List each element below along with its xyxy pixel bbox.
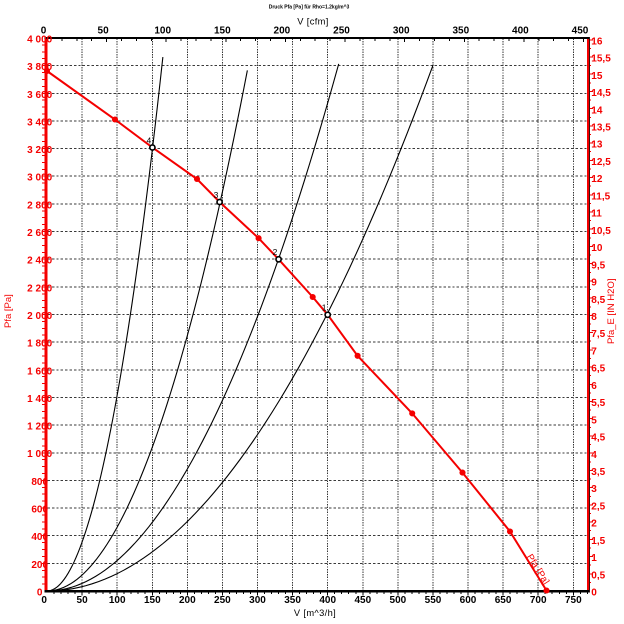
svg-text:400: 400 [31, 532, 48, 543]
svg-text:11: 11 [591, 209, 602, 220]
svg-text:7,5: 7,5 [591, 329, 605, 340]
svg-text:0: 0 [41, 26, 47, 37]
svg-text:400: 400 [319, 595, 336, 606]
svg-text:1: 1 [591, 553, 597, 564]
svg-text:100: 100 [109, 595, 126, 606]
svg-text:Pfa [Pa]: Pfa [Pa] [3, 294, 14, 328]
svg-text:0,5: 0,5 [591, 570, 605, 581]
svg-text:0: 0 [41, 595, 47, 606]
svg-text:V [cfm]: V [cfm] [297, 17, 328, 27]
svg-text:250: 250 [333, 26, 350, 37]
svg-text:3 400: 3 400 [27, 117, 52, 128]
svg-text:2 200: 2 200 [27, 283, 52, 294]
svg-text:12,5: 12,5 [591, 157, 611, 168]
svg-text:600: 600 [31, 505, 48, 516]
svg-text:1 600: 1 600 [27, 366, 52, 377]
svg-text:3 800: 3 800 [27, 62, 52, 73]
svg-text:600: 600 [460, 595, 477, 606]
svg-text:6: 6 [591, 381, 597, 392]
svg-text:7: 7 [591, 346, 597, 357]
svg-text:3 200: 3 200 [27, 145, 52, 156]
svg-text:300: 300 [393, 26, 410, 37]
svg-text:50: 50 [77, 595, 89, 606]
svg-text:15,5: 15,5 [591, 54, 611, 65]
svg-text:3: 3 [214, 190, 219, 200]
svg-text:1 800: 1 800 [27, 339, 52, 350]
svg-text:2,5: 2,5 [591, 502, 605, 513]
svg-text:50: 50 [98, 26, 110, 37]
svg-text:14: 14 [591, 105, 603, 116]
svg-text:3 000: 3 000 [27, 173, 52, 184]
svg-text:4,5: 4,5 [591, 433, 605, 444]
svg-text:2 000: 2 000 [27, 311, 52, 322]
svg-text:350: 350 [284, 595, 301, 606]
svg-text:14,5: 14,5 [591, 88, 611, 99]
svg-text:4: 4 [146, 135, 151, 145]
svg-text:1,5: 1,5 [591, 536, 605, 547]
svg-text:3 600: 3 600 [27, 90, 52, 101]
svg-text:6,5: 6,5 [591, 364, 605, 375]
svg-text:2 600: 2 600 [27, 228, 52, 239]
svg-text:16: 16 [591, 36, 603, 47]
svg-text:5: 5 [591, 415, 597, 426]
svg-text:400: 400 [512, 26, 529, 37]
svg-text:Pfa_E [IN H2O]: Pfa_E [IN H2O] [606, 279, 617, 344]
svg-text:300: 300 [249, 595, 266, 606]
svg-text:2: 2 [273, 247, 278, 257]
svg-text:150: 150 [144, 595, 161, 606]
svg-text:13: 13 [591, 140, 603, 151]
svg-text:500: 500 [390, 595, 407, 606]
svg-text:0: 0 [37, 588, 43, 599]
svg-text:9,5: 9,5 [591, 260, 605, 271]
svg-text:1: 1 [322, 303, 327, 313]
svg-text:11,5: 11,5 [591, 191, 610, 202]
svg-text:4: 4 [591, 450, 597, 461]
svg-text:3,5: 3,5 [591, 467, 605, 478]
svg-text:150: 150 [214, 26, 231, 37]
svg-text:450: 450 [354, 595, 371, 606]
svg-text:2 400: 2 400 [27, 256, 52, 267]
svg-text:10: 10 [591, 243, 603, 254]
svg-text:750: 750 [565, 595, 582, 606]
svg-text:200: 200 [31, 560, 48, 571]
svg-text:550: 550 [425, 595, 442, 606]
svg-text:4 000: 4 000 [27, 35, 52, 46]
svg-text:200: 200 [274, 26, 291, 37]
svg-text:9: 9 [591, 278, 597, 289]
svg-text:800: 800 [31, 477, 48, 488]
svg-text:10,5: 10,5 [591, 226, 611, 237]
svg-text:350: 350 [452, 26, 469, 37]
svg-text:15: 15 [591, 71, 603, 82]
svg-text:1 400: 1 400 [27, 394, 52, 405]
svg-text:250: 250 [214, 595, 231, 606]
svg-text:V [m^3/h]: V [m^3/h] [294, 608, 336, 618]
svg-text:650: 650 [495, 595, 512, 606]
svg-text:450: 450 [572, 26, 589, 37]
svg-text:2 800: 2 800 [27, 200, 52, 211]
svg-text:13,5: 13,5 [591, 123, 611, 134]
svg-text:8,5: 8,5 [591, 295, 605, 306]
svg-text:1 200: 1 200 [27, 422, 52, 433]
svg-text:3: 3 [591, 484, 597, 495]
svg-text:Druck Pfa [Pa] für Rho=1.2kg/m: Druck Pfa [Pa] für Rho=1.2kg/m^3 [269, 5, 350, 11]
svg-text:8: 8 [591, 312, 597, 323]
svg-text:5,5: 5,5 [591, 398, 605, 409]
svg-text:700: 700 [530, 595, 547, 606]
svg-text:100: 100 [154, 26, 171, 37]
svg-text:0: 0 [591, 588, 597, 599]
svg-text:200: 200 [179, 595, 196, 606]
svg-text:1 000: 1 000 [27, 449, 52, 460]
svg-text:2: 2 [591, 519, 597, 530]
svg-text:12: 12 [591, 174, 603, 185]
